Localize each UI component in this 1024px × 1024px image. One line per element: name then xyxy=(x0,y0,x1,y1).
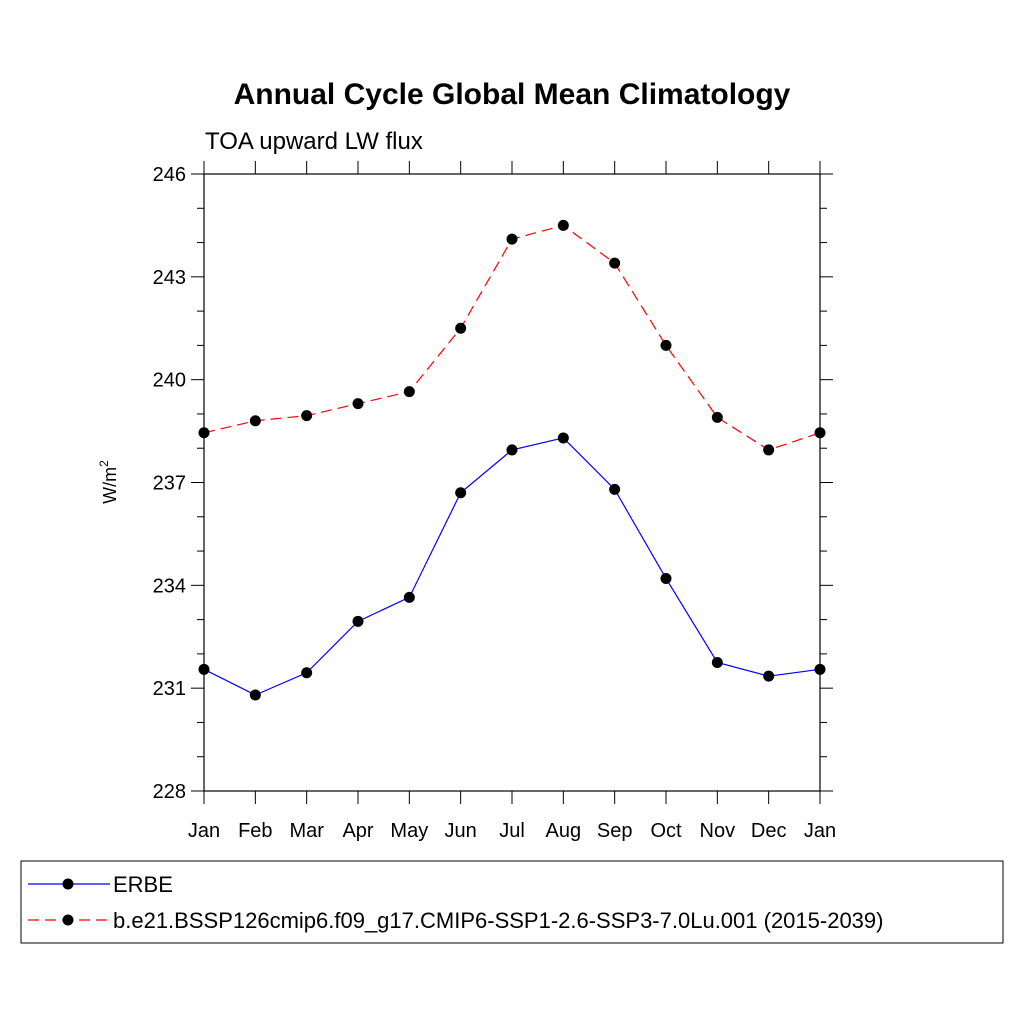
x-tick-label: Jan xyxy=(804,820,836,842)
y-axis-label: W/m2 xyxy=(97,460,120,504)
x-tick-label: Feb xyxy=(238,820,272,842)
data-point xyxy=(660,339,672,351)
series-line xyxy=(203,224,821,451)
data-point xyxy=(506,444,518,456)
data-point xyxy=(301,667,313,679)
data-point xyxy=(455,322,467,334)
data-point xyxy=(455,487,467,499)
data-point xyxy=(609,257,621,269)
data-point xyxy=(763,444,775,456)
data-point xyxy=(660,572,672,584)
y-axis-ticks: 228 231 234 237 240 243 246 xyxy=(153,164,833,803)
legend-label: b.e21.BSSP126cmip6.f09_g17.CMIP6-SSP1-2.… xyxy=(113,908,883,933)
data-point xyxy=(711,656,723,668)
data-point xyxy=(609,483,621,495)
x-tick-label: Mar xyxy=(289,820,324,842)
data-point xyxy=(557,432,569,444)
data-point xyxy=(352,398,364,410)
y-tick-label: 240 xyxy=(153,370,186,392)
data-point xyxy=(711,411,723,423)
legend-marker xyxy=(62,914,74,926)
data-point xyxy=(198,663,210,675)
series-1 xyxy=(198,219,826,456)
data-point xyxy=(403,591,415,603)
legend: ERBE b.e21.BSSP126cmip6.f09_g17.CMIP6-SSP… xyxy=(20,860,1004,944)
data-point xyxy=(301,410,313,422)
x-tick-label: Jun xyxy=(445,820,477,842)
data-point xyxy=(814,427,826,439)
y-axis-label-exponent: 2 xyxy=(97,460,111,467)
chart-subtitle: TOA upward LW flux xyxy=(205,128,423,155)
legend-marker xyxy=(62,878,74,890)
data-point xyxy=(403,386,415,398)
x-tick-label: Nov xyxy=(700,820,736,842)
plot-frame xyxy=(203,173,821,792)
chart-title: Annual Cycle Global Mean Climatology xyxy=(234,78,791,111)
x-axis-ticks: Jan Feb Mar Apr May Jun Jul Aug Sep Oct Nov Dec Jan xyxy=(188,161,836,842)
series-0 xyxy=(198,432,826,701)
x-tick-label: Apr xyxy=(342,820,373,842)
data-point xyxy=(249,689,261,701)
data-point xyxy=(814,663,826,675)
y-tick-label: 231 xyxy=(153,678,186,700)
y-tick-label: 234 xyxy=(153,575,186,597)
y-tick-label: 228 xyxy=(153,781,186,803)
y-tick-label: 237 xyxy=(153,473,186,495)
y-axis-label-unit: W/m xyxy=(100,467,120,504)
series-line xyxy=(203,437,821,696)
data-point xyxy=(763,670,775,682)
x-tick-label: Jul xyxy=(499,820,525,842)
x-tick-label: Aug xyxy=(546,820,582,842)
data-point xyxy=(557,219,569,231)
data-point xyxy=(506,233,518,245)
x-tick-label: May xyxy=(390,820,428,842)
plot-border xyxy=(203,173,821,792)
data-point xyxy=(352,615,364,627)
series-layer xyxy=(198,219,826,701)
x-tick-label: Oct xyxy=(650,820,682,842)
y-tick-label: 246 xyxy=(153,164,186,186)
x-tick-label: Jan xyxy=(188,820,220,842)
x-tick-label: Sep xyxy=(597,820,633,842)
y-tick-label: 243 xyxy=(153,267,186,289)
data-point xyxy=(249,415,261,427)
x-tick-label: Dec xyxy=(751,820,787,842)
data-point xyxy=(198,427,210,439)
legend-label: ERBE xyxy=(113,872,173,897)
legend-box xyxy=(20,860,1004,944)
